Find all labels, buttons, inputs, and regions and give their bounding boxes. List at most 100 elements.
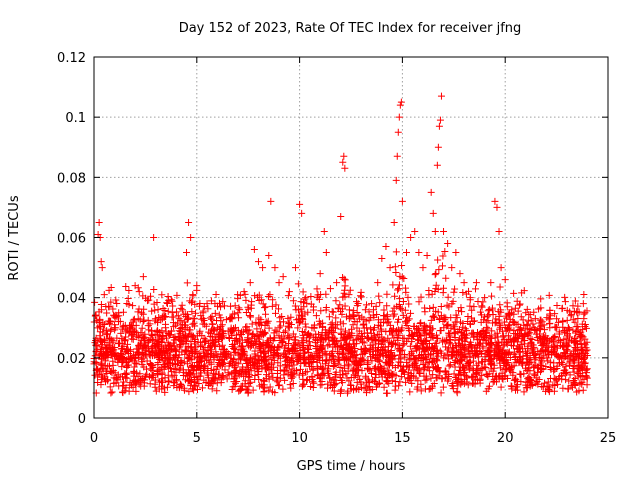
data-point: [564, 342, 572, 350]
data-point: [260, 387, 268, 395]
data-point: [554, 336, 562, 344]
data-point: [250, 246, 258, 254]
data-point: [98, 343, 106, 351]
data-point: [485, 370, 493, 378]
data-point: [204, 305, 212, 313]
y-tick-label: 0.12: [57, 51, 86, 66]
data-point: [337, 330, 345, 338]
data-point: [569, 364, 577, 372]
data-point: [259, 355, 267, 363]
data-point: [195, 380, 203, 388]
data-point: [96, 332, 104, 340]
data-point: [438, 262, 446, 270]
data-point: [536, 325, 544, 333]
data-point: [300, 349, 308, 357]
data-point: [431, 313, 439, 321]
data-point: [382, 243, 390, 251]
data-point: [564, 385, 572, 393]
data-point: [520, 321, 528, 329]
data-point: [413, 346, 421, 354]
data-point: [211, 309, 219, 317]
data-point: [491, 197, 499, 205]
data-point: [328, 308, 336, 316]
data-point: [169, 339, 177, 347]
data-point: [452, 249, 460, 257]
data-point: [445, 355, 453, 363]
data-point: [506, 326, 514, 334]
data-point: [284, 322, 292, 330]
data-point: [172, 368, 180, 376]
data-point: [271, 389, 279, 397]
y-tick-label: 0.02: [57, 352, 86, 367]
data-point: [324, 365, 332, 373]
data-point: [427, 374, 435, 382]
data-point: [247, 313, 255, 321]
data-point: [370, 378, 378, 386]
data-point: [457, 304, 465, 312]
data-point: [380, 367, 388, 375]
data-point: [340, 343, 348, 351]
data-point: [466, 359, 474, 367]
data-point: [185, 218, 193, 226]
data-point: [412, 374, 420, 382]
data-point: [359, 321, 367, 329]
data-point: [360, 320, 368, 328]
data-point: [387, 327, 395, 335]
data-point: [289, 330, 297, 338]
data-point: [260, 304, 268, 312]
data-point: [188, 297, 196, 305]
data-point: [509, 369, 517, 377]
data-point: [551, 349, 559, 357]
data-point: [177, 381, 185, 389]
data-point: [355, 366, 363, 374]
data-point: [363, 364, 371, 372]
data-point: [479, 298, 487, 306]
data-point: [213, 379, 221, 387]
data-point: [118, 335, 126, 343]
data-point: [451, 363, 459, 371]
data-point: [405, 315, 413, 323]
data-point: [419, 264, 427, 272]
data-point: [398, 346, 406, 354]
data-point: [439, 383, 447, 391]
data-point: [405, 300, 413, 308]
data-point: [201, 353, 209, 361]
data-point: [183, 372, 191, 380]
data-point: [506, 315, 514, 323]
data-point: [188, 299, 196, 307]
data-point: [482, 364, 490, 372]
data-point: [433, 365, 441, 373]
data-point: [249, 386, 257, 394]
data-point: [472, 279, 480, 287]
data-point: [356, 292, 364, 300]
data-point: [313, 293, 321, 301]
data-point: [399, 341, 407, 349]
data-point: [427, 188, 435, 196]
data-point: [432, 270, 440, 278]
data-point: [108, 388, 116, 396]
data-point: [429, 344, 437, 352]
data-point: [175, 351, 183, 359]
data-point: [405, 363, 413, 371]
data-point: [197, 312, 205, 320]
data-point: [483, 331, 491, 339]
data-point: [497, 308, 505, 316]
data-point: [275, 381, 283, 389]
data-point: [389, 362, 397, 370]
data-point: [148, 374, 156, 382]
data-point: [521, 325, 529, 333]
data-point: [265, 386, 273, 394]
data-point: [108, 336, 116, 344]
data-point: [397, 358, 405, 366]
data-point: [124, 294, 132, 302]
data-point: [561, 298, 569, 306]
data-point: [397, 347, 405, 355]
data-point: [473, 361, 481, 369]
data-point: [429, 313, 437, 321]
data-point: [313, 285, 321, 293]
data-point: [384, 315, 392, 323]
data-point: [555, 328, 563, 336]
data-point: [233, 377, 241, 385]
data-point: [383, 302, 391, 310]
data-point: [281, 376, 289, 384]
